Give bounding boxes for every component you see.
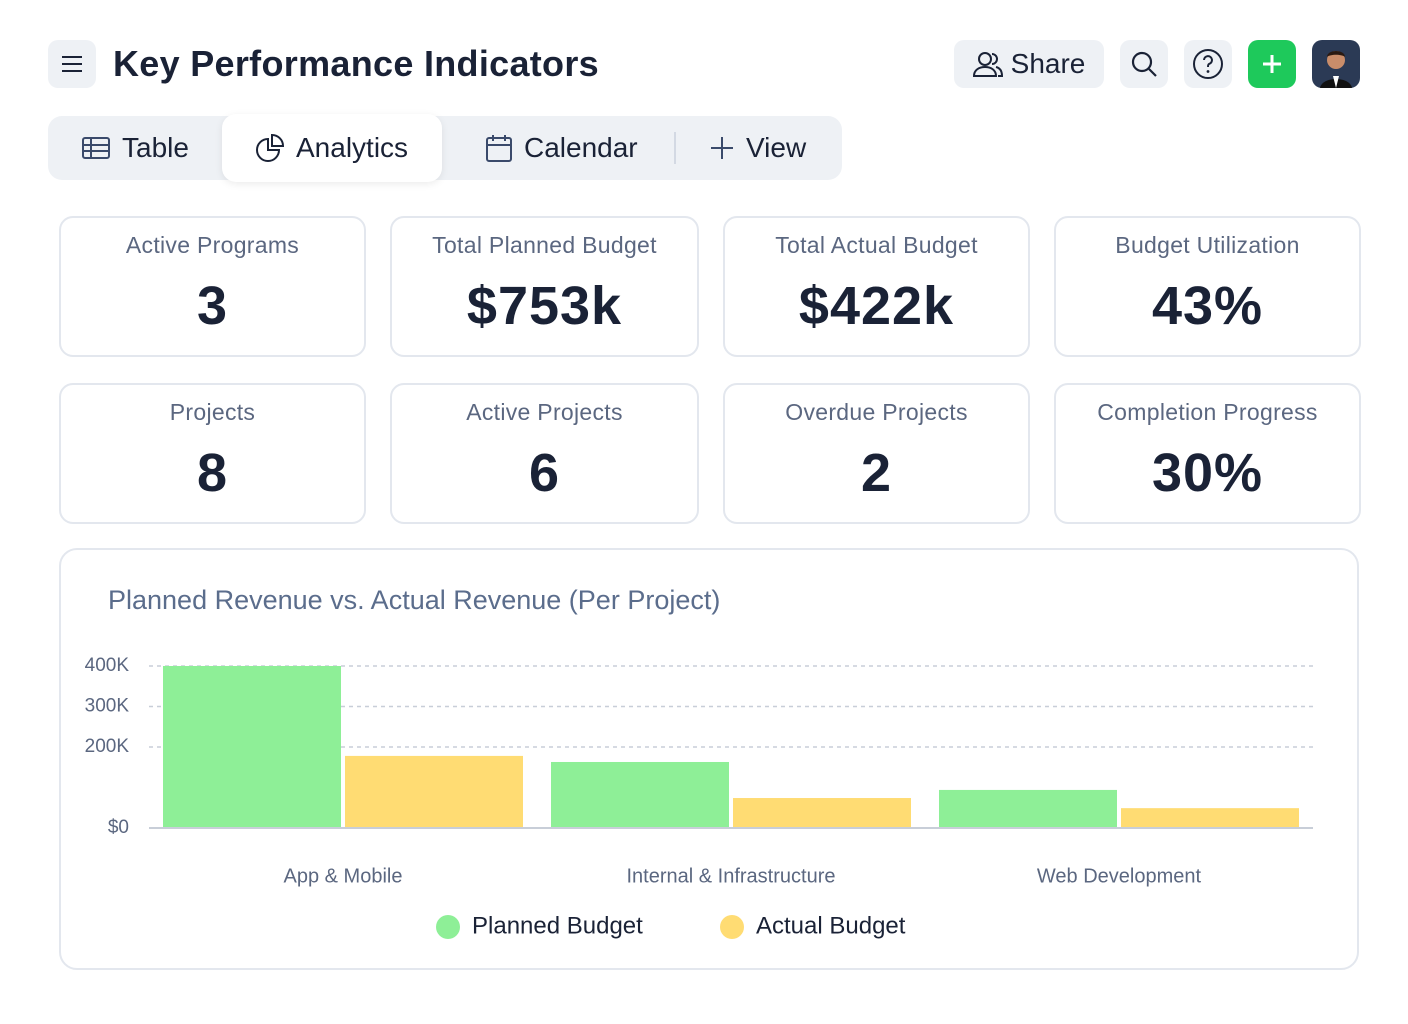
legend-label: Actual Budget (756, 912, 906, 939)
y-tick-label: $0 (108, 817, 129, 838)
x-tick-label: Web Development (1037, 865, 1202, 887)
analytics-icon (256, 134, 284, 162)
bar (551, 761, 729, 828)
kpi-card: Projects 8 (59, 383, 366, 524)
bar (345, 755, 523, 828)
table-icon (82, 137, 110, 159)
kpi-value: 30% (1151, 443, 1264, 503)
tab-divider (674, 132, 676, 164)
x-tick-label: Internal & Infrastructure (627, 865, 836, 887)
legend-label: Planned Budget (472, 912, 643, 939)
kpi-label: Total Planned Budget (432, 232, 657, 258)
bar (1121, 808, 1299, 828)
kpi-label: Active Projects (466, 399, 623, 425)
kpi-value: 2 (860, 443, 893, 503)
chart-title: Planned Revenue vs. Actual Revenue (Per … (108, 585, 720, 615)
tab-calendar[interactable]: Calendar (486, 116, 638, 180)
bar (733, 798, 911, 828)
add-icon (1263, 55, 1281, 73)
view-tabs: Table Analytics Calendar View (48, 114, 842, 182)
kpi-card: Overdue Projects 2 (723, 383, 1030, 524)
kpi-label: Projects (169, 399, 256, 425)
chart: Planned Revenue vs. Actual Revenue (Per … (85, 585, 1313, 939)
kpi-card: Completion Progress 30% (1054, 383, 1361, 524)
kpi-label: Total Actual Budget (775, 232, 978, 258)
legend-swatch (436, 915, 460, 939)
kpi-label: Budget Utilization (1115, 232, 1300, 258)
tab-table[interactable]: Table (82, 116, 189, 180)
help-button[interactable] (1184, 40, 1232, 88)
kpi-value: $753k (466, 276, 623, 336)
kpi-card: Total Planned Budget $753k (390, 216, 699, 357)
y-tick-label: 300K (85, 696, 130, 717)
kpi-value: $422k (798, 276, 955, 336)
avatar-image (1320, 51, 1352, 88)
legend-swatch (720, 915, 744, 939)
tab-label: View (746, 132, 807, 163)
avatar[interactable] (1312, 40, 1360, 88)
add-button[interactable] (1248, 40, 1296, 88)
chart-card: Planned Revenue vs. Actual Revenue (Per … (59, 548, 1359, 970)
tab-analytics[interactable]: Analytics (222, 114, 443, 182)
menu-button[interactable] (48, 40, 96, 88)
kpi-card: Active Projects 6 (390, 383, 699, 524)
tab-label: Table (122, 132, 189, 163)
search-icon (1131, 51, 1157, 77)
kpi-card: Budget Utilization 43% (1054, 216, 1361, 357)
kpi-value: 43% (1151, 276, 1264, 336)
kpi-label: Active Programs (125, 232, 300, 258)
tab-add-view[interactable]: View (710, 116, 806, 180)
kpi-value: 8 (196, 443, 229, 503)
share-button[interactable]: Share (954, 40, 1104, 88)
kpi-grid: Active Programs 3 Total Planned Budget $753… (59, 216, 1361, 524)
share-label: Share (1010, 48, 1086, 79)
kpi-value: 6 (528, 443, 561, 503)
menu-icon (62, 56, 82, 72)
search-button[interactable] (1120, 40, 1168, 88)
kpi-value: 3 (196, 276, 229, 336)
help-icon (1193, 49, 1223, 79)
tab-label: Analytics (296, 132, 409, 163)
kpi-label: Completion Progress (1097, 399, 1318, 425)
calendar-icon (486, 135, 512, 162)
plus-icon (711, 137, 733, 159)
page-title: Key Performance Indicators (113, 43, 599, 84)
kpi-label: Overdue Projects (785, 399, 968, 425)
y-tick-label: 400K (85, 655, 130, 676)
bar (939, 789, 1117, 828)
bar (163, 666, 341, 828)
kpi-card: Active Programs 3 (59, 216, 366, 357)
tab-label: Calendar (524, 132, 638, 163)
x-tick-label: App & Mobile (284, 865, 403, 887)
kpi-card: Total Actual Budget $422k (723, 216, 1030, 357)
share-icon (972, 52, 1003, 77)
y-tick-label: 200K (85, 736, 130, 757)
